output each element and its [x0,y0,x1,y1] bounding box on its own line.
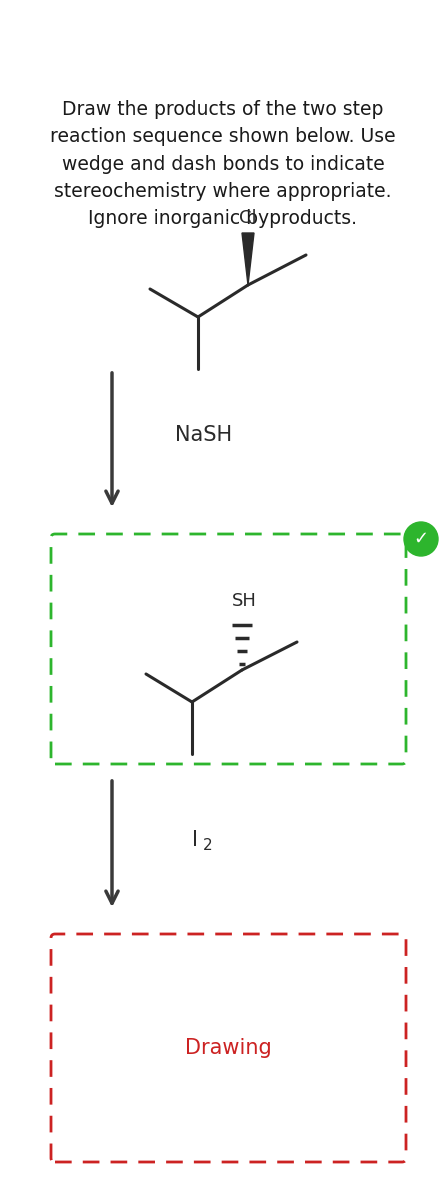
Text: SH: SH [231,592,256,610]
Text: Drawing: Drawing [185,1038,271,1058]
Circle shape [404,522,438,556]
Text: I: I [192,830,198,850]
Text: NaSH: NaSH [175,425,232,445]
Text: Draw the products of the two step
reaction sequence shown below. Use
wedge and d: Draw the products of the two step reacti… [50,100,396,228]
Text: Cl: Cl [239,209,257,227]
Polygon shape [242,233,254,284]
Text: ✓: ✓ [413,530,429,548]
Text: 2: 2 [203,838,213,852]
